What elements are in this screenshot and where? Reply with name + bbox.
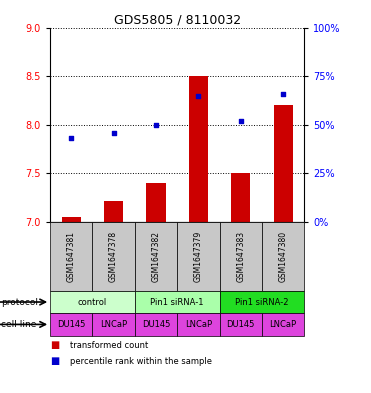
- Text: LNCaP: LNCaP: [100, 320, 127, 329]
- Bar: [135, 291, 220, 313]
- Point: [238, 118, 244, 124]
- Text: LNCaP: LNCaP: [269, 320, 296, 329]
- Bar: [189, 76, 208, 222]
- Bar: [177, 222, 220, 291]
- Text: GSM1647382: GSM1647382: [151, 231, 161, 282]
- Text: DU145: DU145: [227, 320, 255, 329]
- Bar: [220, 291, 304, 313]
- Bar: [220, 313, 262, 336]
- Bar: [231, 173, 250, 222]
- Point: [280, 90, 286, 97]
- Bar: [50, 291, 135, 313]
- Point: [153, 121, 159, 128]
- Text: control: control: [78, 298, 107, 307]
- Bar: [50, 313, 92, 336]
- Text: GSM1647379: GSM1647379: [194, 231, 203, 282]
- Text: DU145: DU145: [142, 320, 170, 329]
- Bar: [220, 222, 262, 291]
- Bar: [92, 222, 135, 291]
- Text: Pin1 siRNA-1: Pin1 siRNA-1: [150, 298, 204, 307]
- Bar: [135, 313, 177, 336]
- Bar: [273, 105, 293, 222]
- Text: GSM1647381: GSM1647381: [67, 231, 76, 282]
- Text: protocol: protocol: [1, 298, 38, 307]
- Text: ■: ■: [50, 340, 59, 351]
- Bar: [104, 201, 123, 222]
- Bar: [147, 183, 165, 222]
- Text: cell line: cell line: [1, 320, 36, 329]
- Point: [111, 129, 116, 136]
- Bar: [92, 313, 135, 336]
- Text: DU145: DU145: [57, 320, 85, 329]
- Bar: [135, 222, 177, 291]
- Point: [68, 135, 74, 141]
- Text: transformed count: transformed count: [70, 341, 149, 350]
- Text: percentile rank within the sample: percentile rank within the sample: [70, 357, 213, 365]
- Text: GSM1647380: GSM1647380: [279, 231, 288, 282]
- Text: ■: ■: [50, 356, 59, 366]
- Text: GSM1647378: GSM1647378: [109, 231, 118, 282]
- Bar: [262, 313, 304, 336]
- Point: [196, 92, 201, 99]
- Text: LNCaP: LNCaP: [185, 320, 212, 329]
- Text: GSM1647383: GSM1647383: [236, 231, 245, 282]
- Bar: [62, 217, 81, 222]
- Bar: [177, 313, 220, 336]
- Text: Pin1 siRNA-2: Pin1 siRNA-2: [235, 298, 289, 307]
- Bar: [262, 222, 304, 291]
- Title: GDS5805 / 8110032: GDS5805 / 8110032: [114, 13, 241, 26]
- Bar: [50, 222, 92, 291]
